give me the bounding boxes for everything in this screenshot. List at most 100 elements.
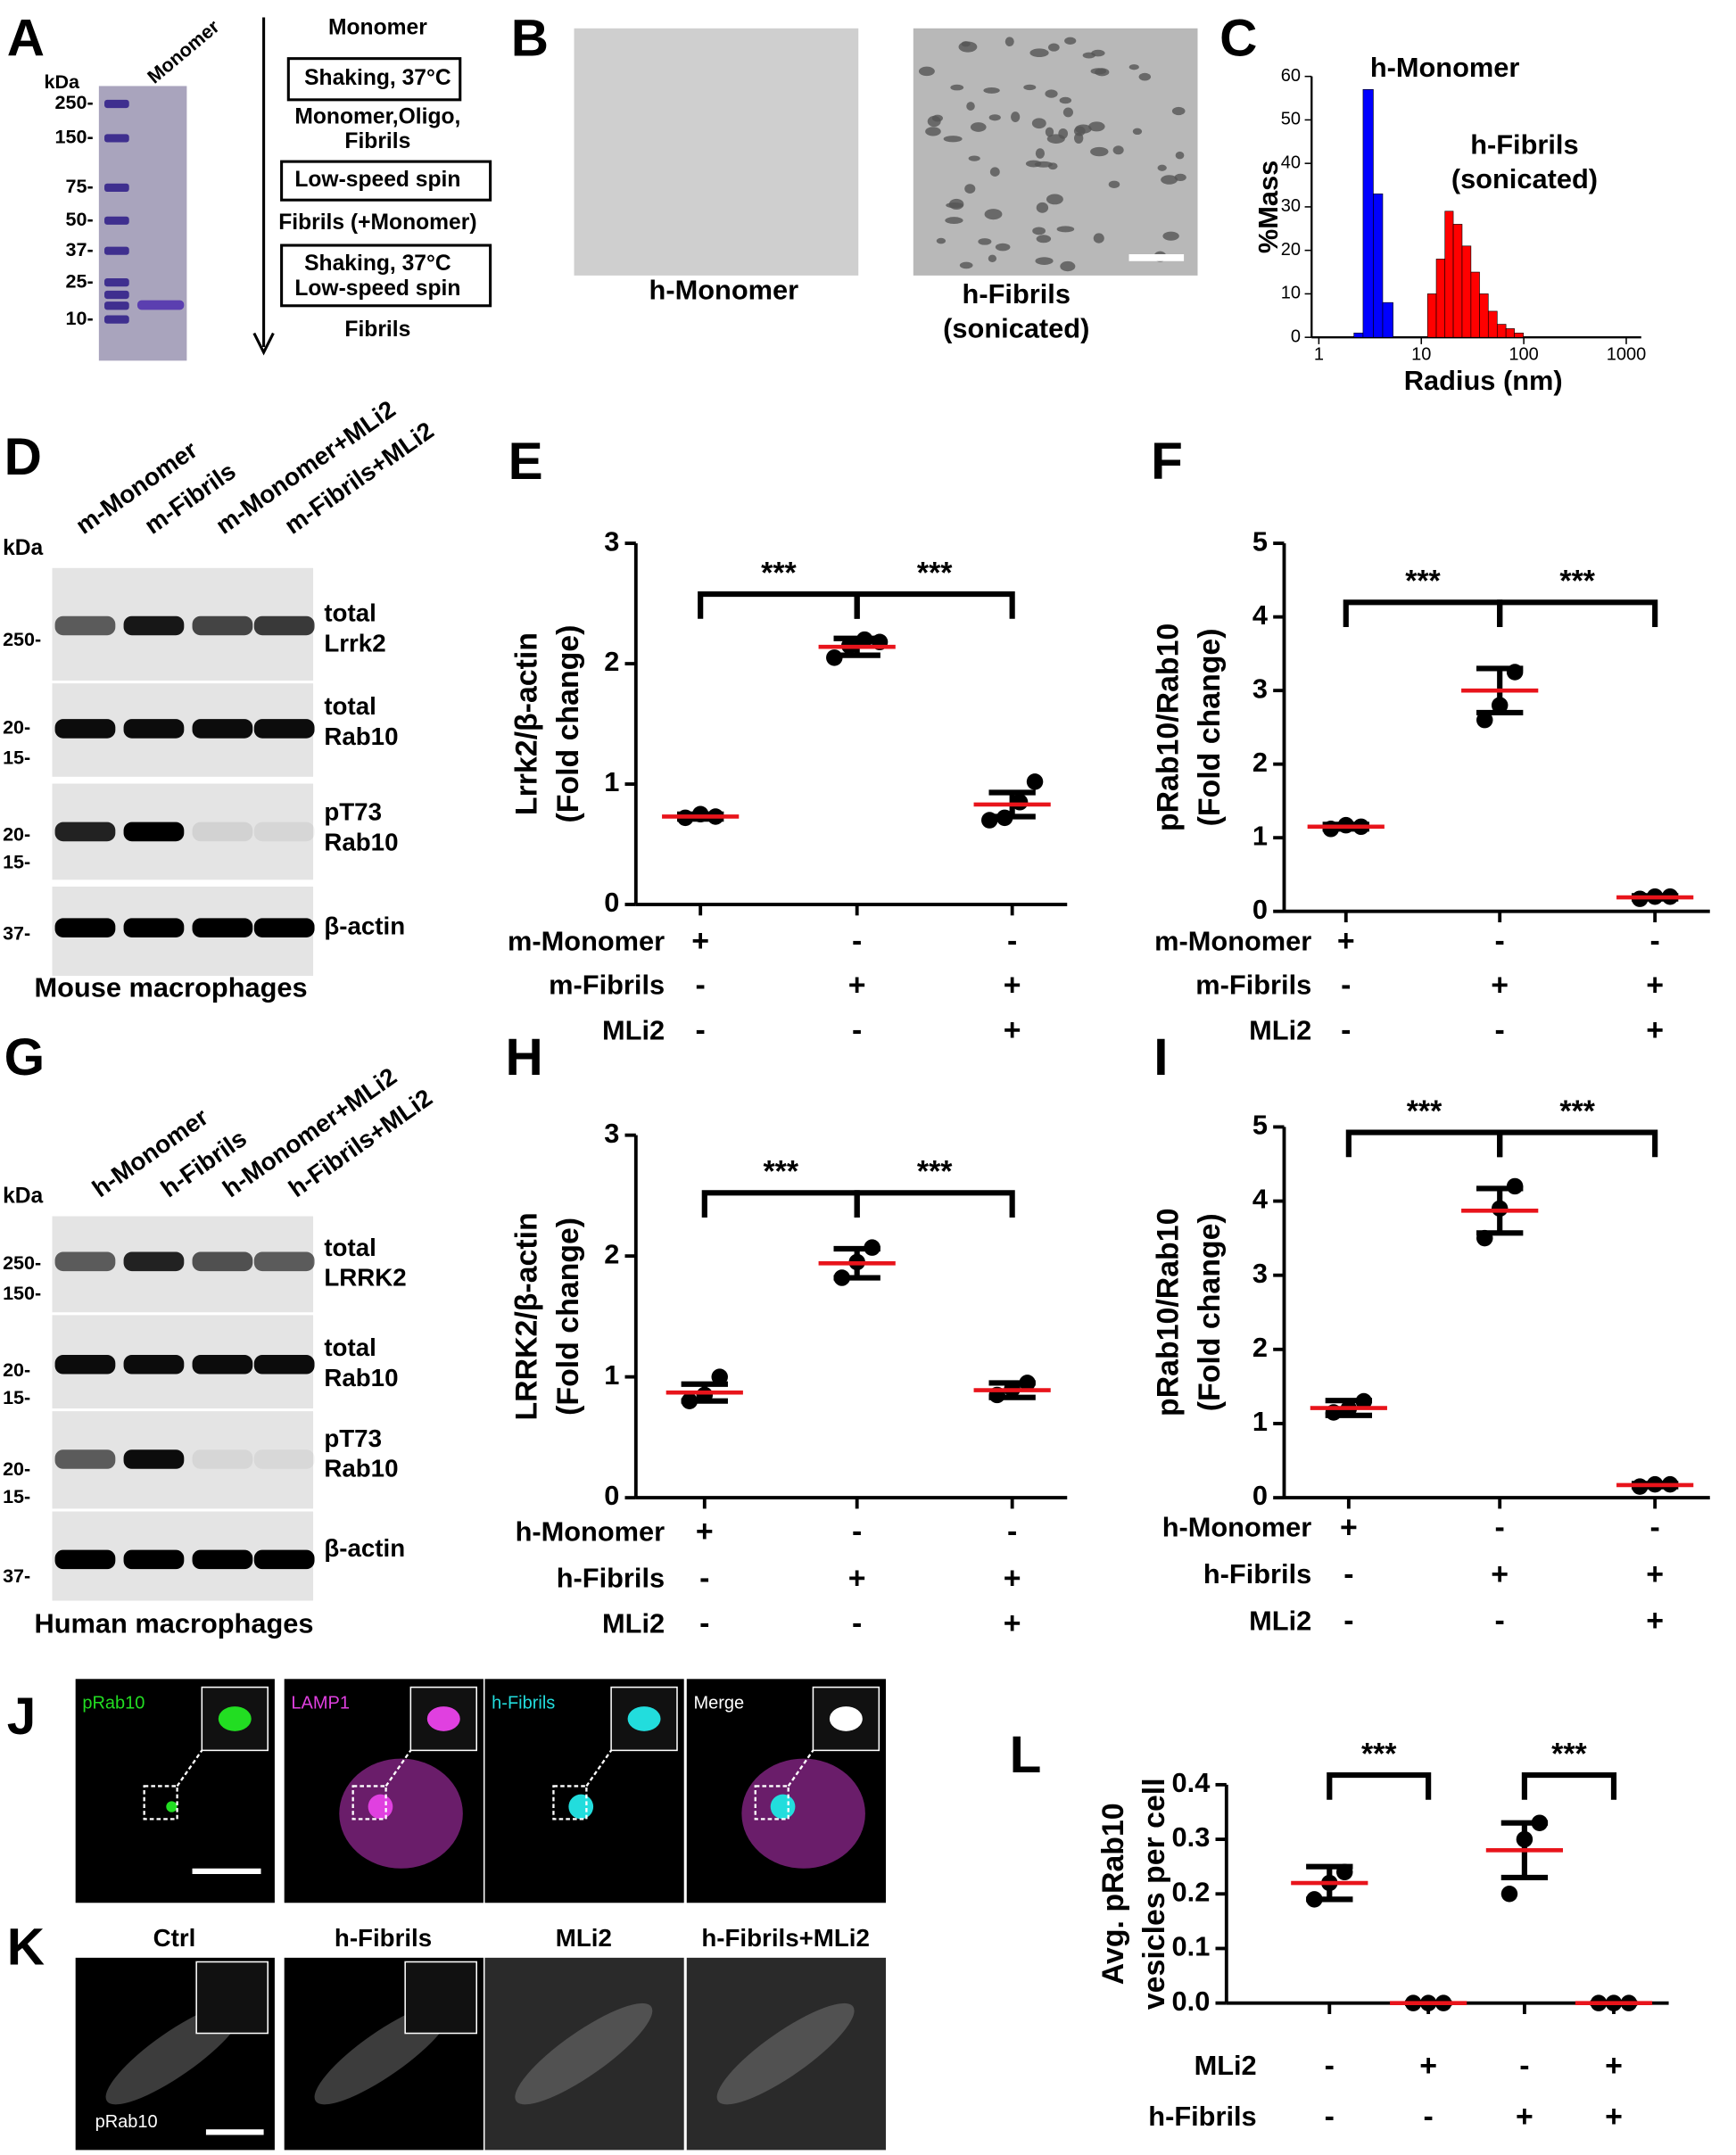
y-tick-label: 40	[1281, 153, 1301, 172]
ladder-label: 75-	[66, 175, 94, 197]
fibril-particle	[1108, 180, 1120, 188]
y-tick-label: 0.2	[1172, 1876, 1211, 1907]
y-axis-label: %Mass	[1252, 161, 1284, 253]
condition-sign: -	[852, 924, 862, 958]
significance-label: ***	[1559, 565, 1595, 599]
stain-label: pRab10	[95, 2112, 158, 2132]
fibril-particle	[1031, 118, 1046, 129]
marker-label: 20-	[3, 823, 30, 846]
roi-link	[384, 1749, 412, 1788]
fibril-particle	[959, 261, 973, 269]
flow-box	[286, 57, 462, 102]
marker-label: 150-	[3, 1282, 41, 1304]
y-tick-label: 0	[1252, 894, 1268, 925]
y-tick-label: 2	[1252, 1332, 1268, 1363]
panel-letter: J	[7, 1688, 37, 1746]
blot-band	[192, 822, 253, 842]
marker-label: 37-	[3, 1565, 30, 1587]
condition-sign: +	[1340, 1510, 1358, 1544]
significance-bracket	[854, 1190, 1015, 1218]
y-axis-label: LRRK2/β-actin	[510, 1212, 544, 1420]
blot-band	[253, 719, 315, 739]
fibril-particle	[1023, 84, 1037, 91]
inset-stain	[218, 1706, 252, 1731]
histogram-bar	[1470, 271, 1480, 338]
data-point	[1500, 1886, 1518, 1903]
blot-band	[54, 1354, 116, 1375]
significance-label: ***	[1405, 565, 1441, 599]
y-tick-label: 60	[1281, 66, 1301, 86]
blot-band	[54, 1549, 116, 1570]
blot-band	[54, 615, 116, 636]
roi-link	[585, 1749, 613, 1788]
fibril-particle	[1128, 64, 1139, 70]
ladder-band	[104, 277, 129, 287]
annotation: h-Fibrils	[1470, 128, 1578, 160]
ladder-label: 25-	[66, 269, 94, 292]
ladder-band	[104, 246, 129, 255]
blot-band	[192, 918, 253, 937]
histogram-bar	[1514, 332, 1524, 338]
condition-sign: -	[1341, 1013, 1351, 1047]
significance-label: ***	[1559, 1094, 1595, 1128]
fibril-particle	[1056, 226, 1075, 233]
condition-sign: +	[1646, 1557, 1664, 1591]
condition-sign: +	[1646, 1013, 1664, 1047]
y-tick-label: 3	[604, 1118, 619, 1149]
y-tick-label: 2	[1252, 747, 1268, 778]
condition-name: MLi2	[602, 1014, 665, 1045]
band-label: Rab10	[324, 1455, 398, 1482]
flow-step: Monomer	[328, 15, 427, 39]
marker-label: 250-	[3, 1251, 41, 1274]
y-tick-label: 1	[604, 766, 619, 797]
band-label: pT73	[324, 798, 382, 826]
condition-name: m-Monomer	[508, 925, 665, 956]
protein-band	[136, 300, 185, 310]
roi-box	[351, 1785, 387, 1821]
fibril-particle	[943, 136, 963, 143]
y-tick-label: 0	[604, 1480, 619, 1511]
panel-letter: F	[1151, 433, 1183, 491]
condition-sign: -	[1650, 1510, 1660, 1544]
panel-letter: B	[511, 10, 549, 68]
fibril-particle	[1157, 164, 1167, 171]
blot-band	[192, 1354, 253, 1375]
marker-label: 20-	[3, 1358, 30, 1381]
fibril-particle	[1090, 68, 1107, 75]
blot-band	[253, 615, 315, 636]
blot-band	[54, 1449, 116, 1469]
y-tick-label: 3	[604, 525, 619, 557]
blot-band	[123, 719, 185, 739]
roi-box	[143, 1785, 178, 1821]
fibril-particle	[1171, 106, 1186, 116]
channel-label: LAMP1	[291, 1693, 350, 1713]
blot-band	[253, 822, 315, 842]
y-axis-label: Avg. pRab10	[1096, 1803, 1130, 1985]
condition-sign: -	[852, 1606, 862, 1640]
y-tick-label: 30	[1281, 196, 1301, 216]
blot-band	[192, 719, 253, 739]
y-tick-label: 0.4	[1172, 1767, 1211, 1798]
inset-stain	[627, 1706, 661, 1731]
condition-name: m-Monomer	[1154, 925, 1311, 956]
condition-name: MLi2	[602, 1607, 665, 1639]
vesicle	[770, 1794, 796, 1820]
y-tick-label: 2	[604, 1238, 619, 1269]
fibril-particle	[1045, 89, 1058, 98]
condition-name: MLi2	[1249, 1014, 1311, 1045]
inset	[404, 1961, 477, 2035]
fibril-particle	[983, 87, 1000, 94]
fibril-particle	[945, 217, 963, 224]
condition-name: m-Fibrils	[549, 970, 665, 1001]
ladder-band	[104, 301, 129, 310]
y-tick-label: 0	[604, 887, 619, 918]
y-axis-label: pRab10/Rab10	[1152, 623, 1186, 831]
panel-letter: I	[1153, 1028, 1168, 1086]
fibril-particle	[984, 209, 1003, 220]
cell-stain	[339, 1758, 463, 1869]
y-tick-label: 1	[1252, 1406, 1268, 1437]
fibril-particle	[1046, 134, 1065, 144]
condition-sign: +	[848, 968, 866, 1002]
data-point	[1026, 773, 1044, 790]
flow-box-text: Low-speed spin	[294, 277, 460, 301]
